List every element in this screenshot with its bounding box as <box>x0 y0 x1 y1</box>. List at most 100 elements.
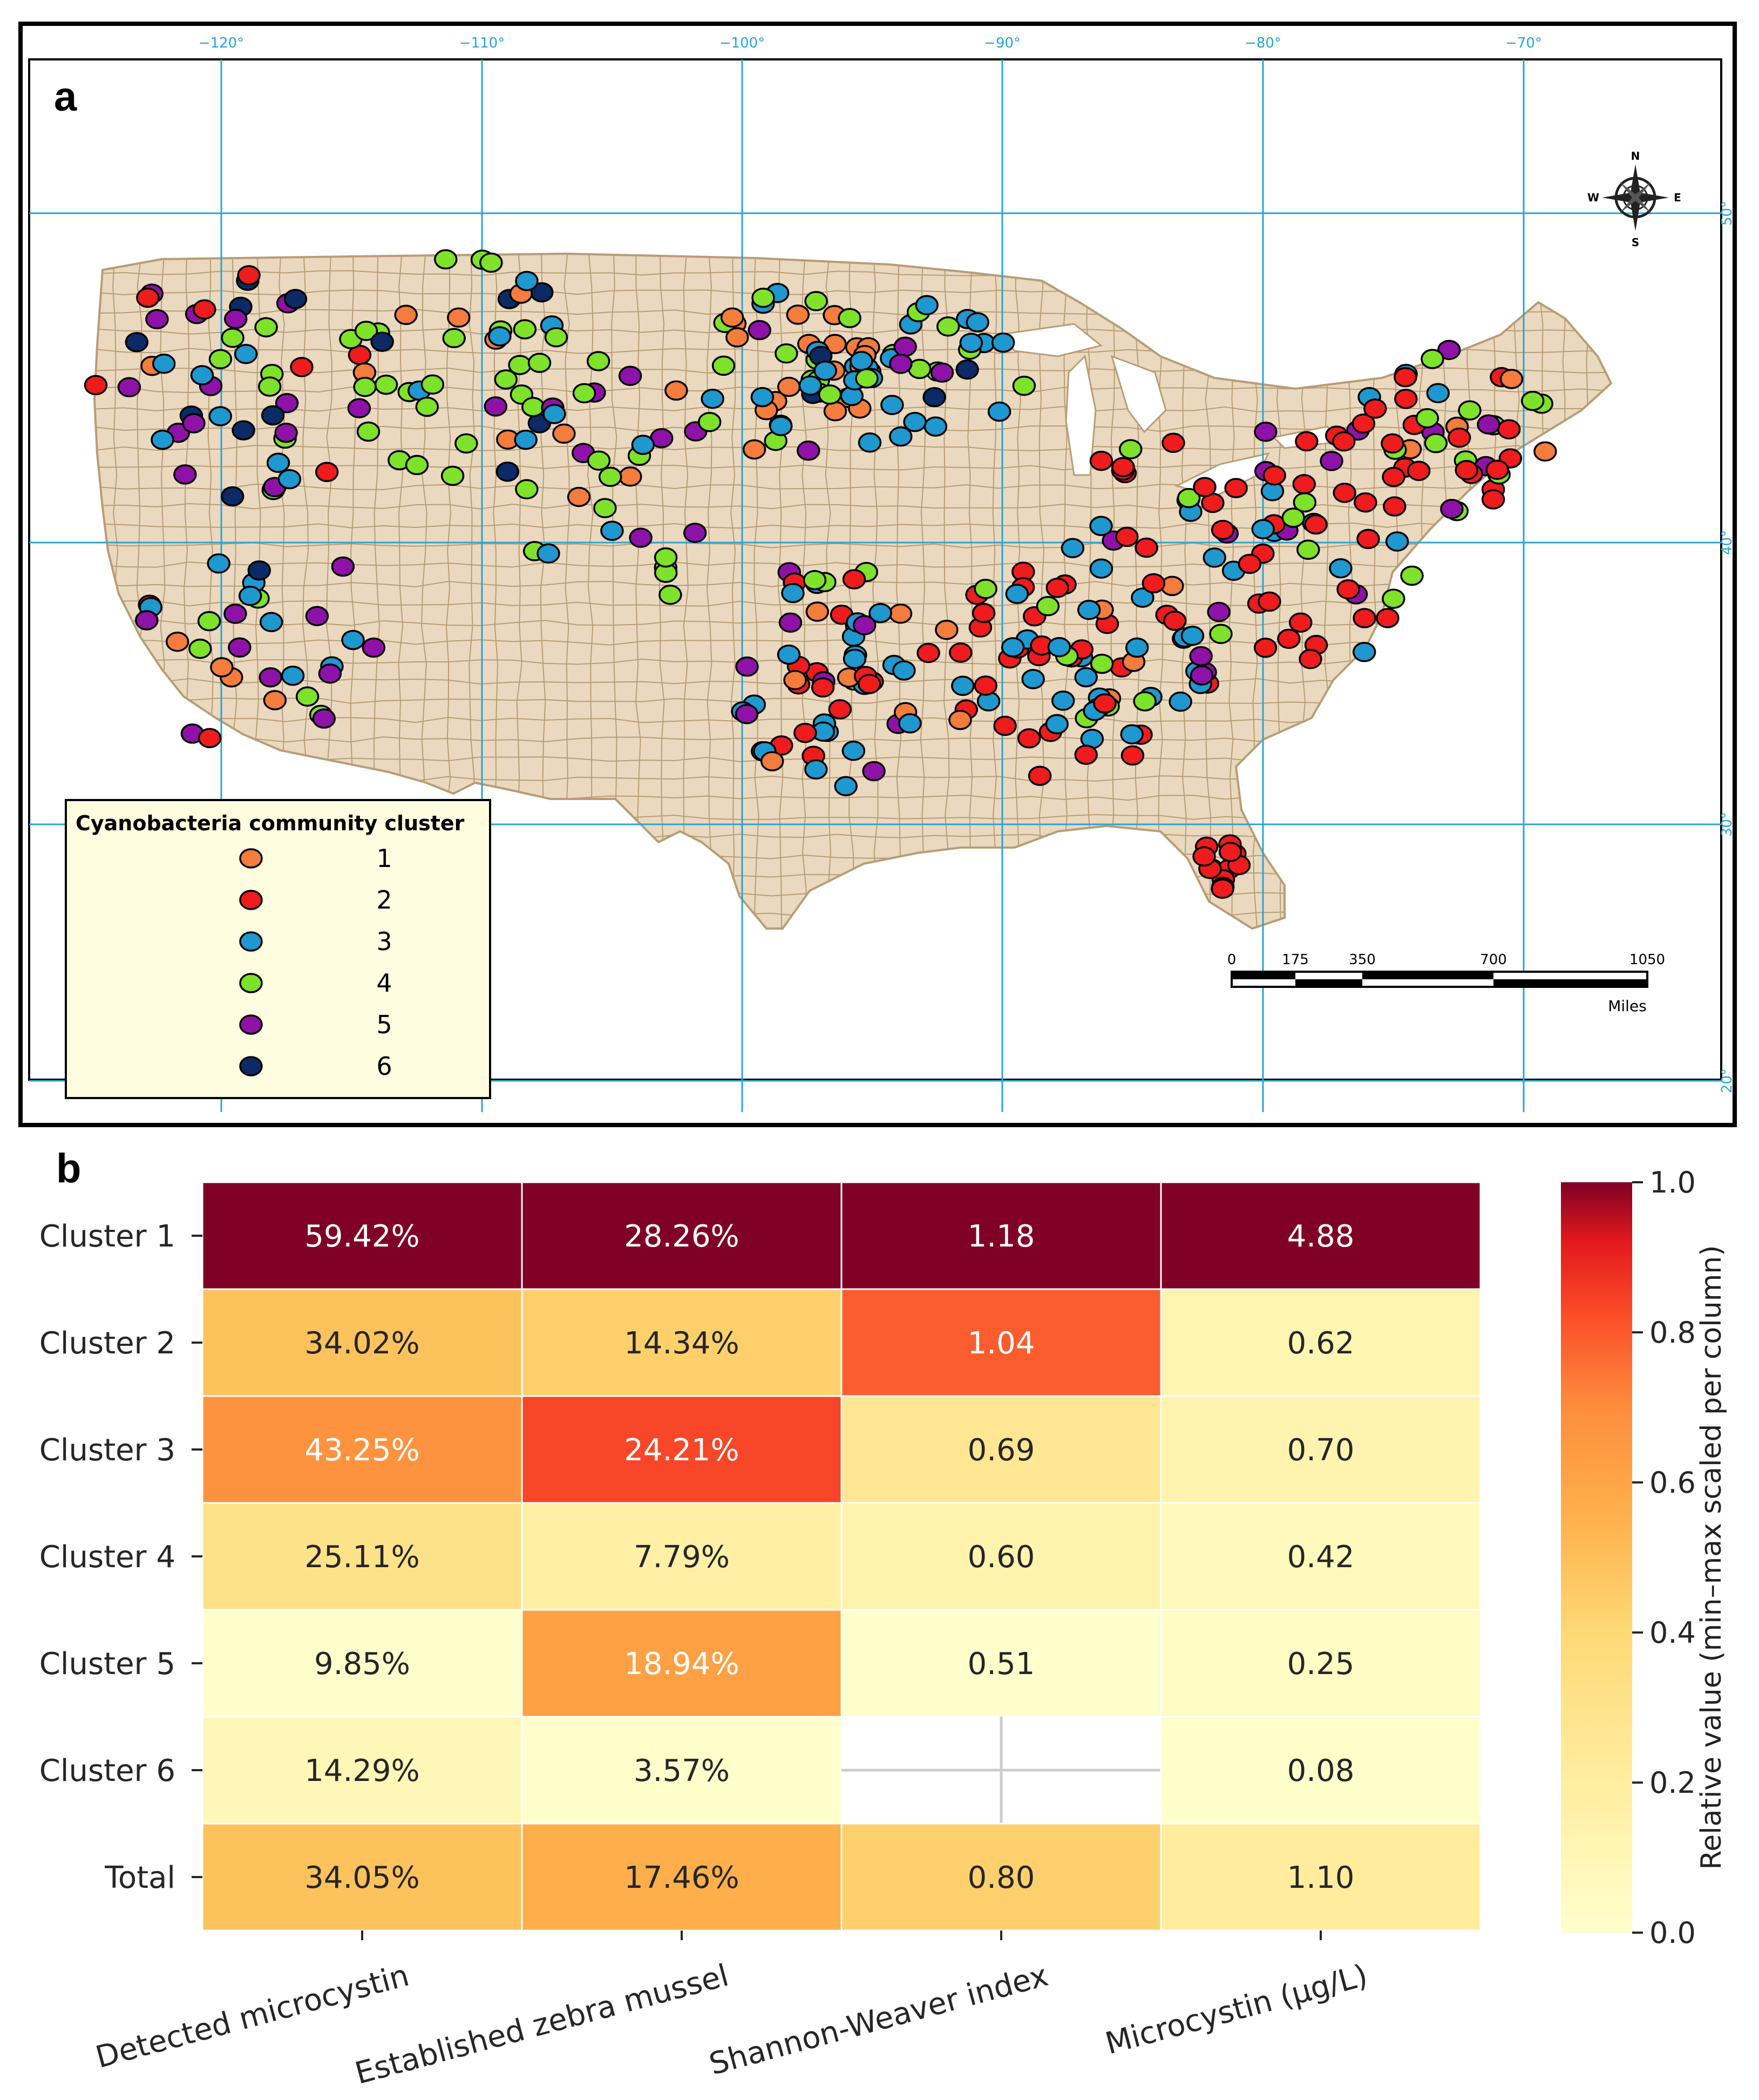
site-point <box>798 375 823 396</box>
site-point <box>1258 591 1281 612</box>
site-point <box>515 479 539 500</box>
heatmap-cell <box>201 1502 523 1611</box>
site-point <box>955 359 979 380</box>
compass-n: N <box>1631 150 1640 162</box>
site-point <box>440 465 465 486</box>
scale-label: 700 <box>1480 952 1507 968</box>
site-point <box>1131 587 1154 608</box>
colorbar-tick-label: 0.2 <box>1649 1766 1696 1800</box>
heatmap-cell-label: 0.51 <box>968 1647 1035 1682</box>
legend-marker <box>239 931 263 952</box>
site-point <box>341 629 365 651</box>
heatmap-cell-label: 59.42% <box>304 1219 420 1254</box>
site-point <box>1253 638 1278 658</box>
site-point <box>987 401 1011 422</box>
site-point <box>259 667 282 688</box>
site-point <box>972 602 996 624</box>
compass-s: S <box>1632 236 1639 249</box>
site-point <box>966 312 989 333</box>
site-point <box>1115 526 1139 547</box>
site-point <box>544 327 568 348</box>
site-point <box>514 429 538 450</box>
longitude-labels: −120° −110° −100° −90° −80° −70° <box>199 35 1542 51</box>
site-point <box>735 704 759 724</box>
site-point <box>1296 539 1320 560</box>
site-point <box>1001 637 1025 658</box>
site-point <box>993 715 1017 736</box>
site-point <box>1118 439 1143 459</box>
site-point <box>354 321 378 341</box>
legend-marker <box>239 1014 263 1035</box>
site-point <box>197 611 221 632</box>
site-point <box>1218 842 1242 862</box>
colorbar: 0.0 0.2 0.4 0.6 0.8 1.0 Relative value (min–m… <box>1561 1166 1728 1950</box>
scale-unit: Miles <box>1608 997 1647 1015</box>
site-point <box>777 644 801 665</box>
site-point <box>1288 612 1313 633</box>
site-point <box>1407 460 1431 481</box>
lon-tick-label: −100° <box>719 35 765 51</box>
site-point <box>1320 451 1343 471</box>
site-point <box>331 556 355 577</box>
heatmap-cell-label: 0.70 <box>1287 1433 1355 1468</box>
site-point <box>1180 625 1205 646</box>
site-point <box>394 304 418 326</box>
site-point <box>935 619 959 640</box>
site-point <box>1120 724 1144 744</box>
heatmap-cell-label: 18.94% <box>624 1647 739 1682</box>
site-point <box>1254 422 1278 442</box>
row-label: Cluster 4 <box>39 1540 175 1575</box>
site-point <box>198 728 222 748</box>
site-point <box>1192 846 1216 867</box>
site-point <box>1356 529 1380 550</box>
site-point <box>857 674 881 694</box>
site-point <box>484 396 508 417</box>
colorbar-tick-label: 0.8 <box>1649 1316 1696 1350</box>
site-point <box>1163 611 1187 631</box>
site-point <box>1209 624 1233 645</box>
site-point <box>536 543 560 564</box>
site-point <box>587 450 611 471</box>
site-point <box>813 360 837 381</box>
site-point <box>1089 450 1113 471</box>
site-point <box>567 486 591 507</box>
site-point <box>1089 516 1113 537</box>
site-point <box>852 615 877 635</box>
site-point <box>1077 600 1101 620</box>
site-point <box>1455 460 1478 480</box>
site-point <box>842 569 866 590</box>
site-point <box>880 395 904 415</box>
compass-rose-icon: N S E W <box>1587 150 1681 249</box>
legend-label: 5 <box>376 1010 392 1039</box>
site-point <box>145 309 169 329</box>
site-point <box>892 660 916 681</box>
site-point <box>1162 432 1185 453</box>
site-point <box>889 426 913 447</box>
heatmap-cell <box>521 1609 843 1718</box>
site-point <box>1382 588 1405 609</box>
site-point <box>479 252 503 273</box>
site-point <box>1028 766 1052 786</box>
site-point <box>631 435 655 455</box>
site-point <box>778 612 803 633</box>
site-point <box>725 327 749 348</box>
site-point <box>223 604 247 624</box>
site-point <box>818 384 842 405</box>
site-point <box>619 466 642 487</box>
heatmap-cell-label: 34.02% <box>304 1326 420 1361</box>
site-point <box>600 520 624 541</box>
colorbar-tick-label: 0.0 <box>1649 1916 1696 1950</box>
site-point <box>593 498 617 518</box>
colorbar-gradient <box>1561 1182 1632 1933</box>
site-point <box>281 665 305 686</box>
site-point <box>828 699 852 720</box>
site-point <box>1336 579 1360 600</box>
heatmap-cell <box>1160 1181 1482 1290</box>
heatmap-cell <box>201 1716 523 1825</box>
heatmap-cell-label: 0.69 <box>968 1433 1035 1468</box>
site-point <box>263 690 287 710</box>
site-point <box>1499 369 1524 389</box>
site-point <box>117 377 141 398</box>
site-point <box>1074 744 1098 765</box>
heatmap-cell <box>201 1395 523 1504</box>
